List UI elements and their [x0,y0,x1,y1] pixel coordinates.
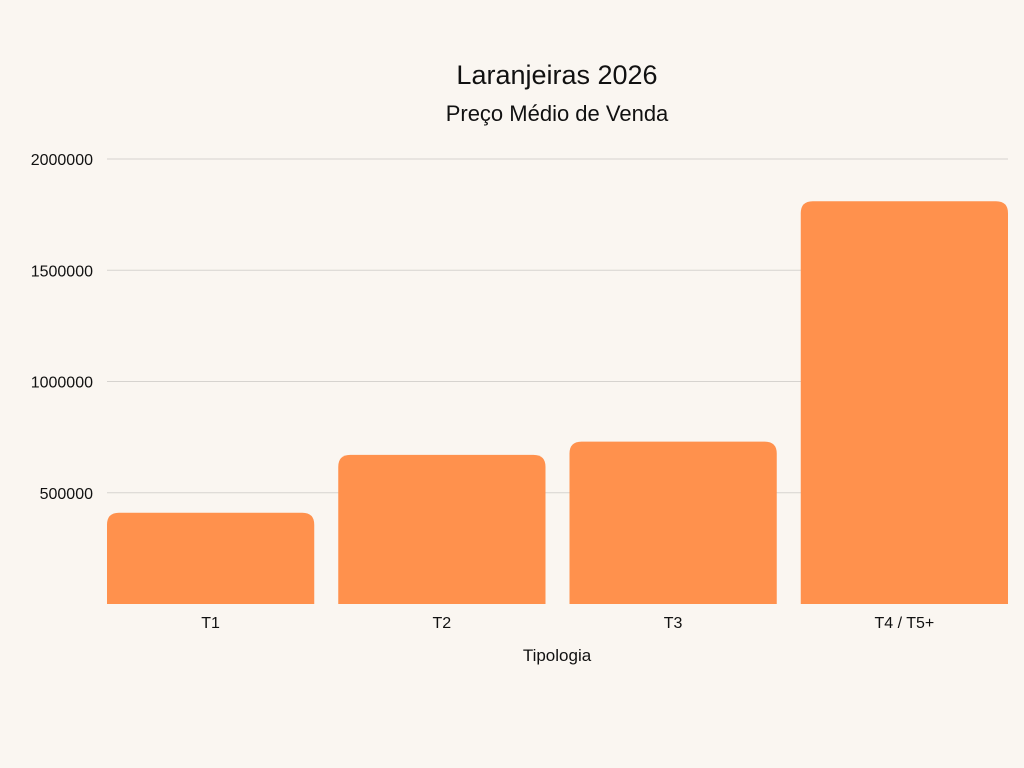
x-tick-label: T4 / T5+ [875,615,935,632]
bar [338,454,546,604]
bar [569,441,777,604]
x-tick-label: T1 [201,615,220,632]
x-axis-ticks: T1 T2 T3 T4 / T5+ [201,615,934,632]
x-tick-label: T2 [433,615,452,632]
x-tick-label: T3 [664,615,683,632]
x-axis-label: Tipologia [523,646,592,665]
y-tick-label: 2000000 [31,152,93,169]
bars [107,201,1008,604]
y-tick-label: 500000 [40,486,93,503]
bar [800,201,1008,604]
chart-subtitle: Preço Médio de Venda [446,101,669,126]
bar [107,512,315,604]
chart-title: Laranjeiras 2026 [456,60,657,90]
y-tick-label: 1000000 [31,375,93,392]
y-tick-label: 1500000 [31,263,93,280]
y-axis-ticks: 500000 1000000 1500000 2000000 [31,152,93,503]
